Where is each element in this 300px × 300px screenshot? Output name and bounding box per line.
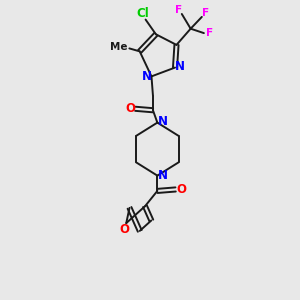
Text: O: O: [176, 183, 186, 196]
Text: N: N: [158, 169, 168, 182]
Text: N: N: [174, 60, 184, 73]
Text: Cl: Cl: [136, 7, 149, 20]
Text: F: F: [206, 28, 213, 38]
Text: F: F: [202, 8, 209, 18]
Text: F: F: [175, 4, 182, 14]
Text: N: N: [142, 70, 152, 83]
Text: Me: Me: [110, 42, 128, 52]
Text: N: N: [158, 115, 168, 128]
Text: O: O: [120, 223, 130, 236]
Text: O: O: [125, 102, 135, 115]
